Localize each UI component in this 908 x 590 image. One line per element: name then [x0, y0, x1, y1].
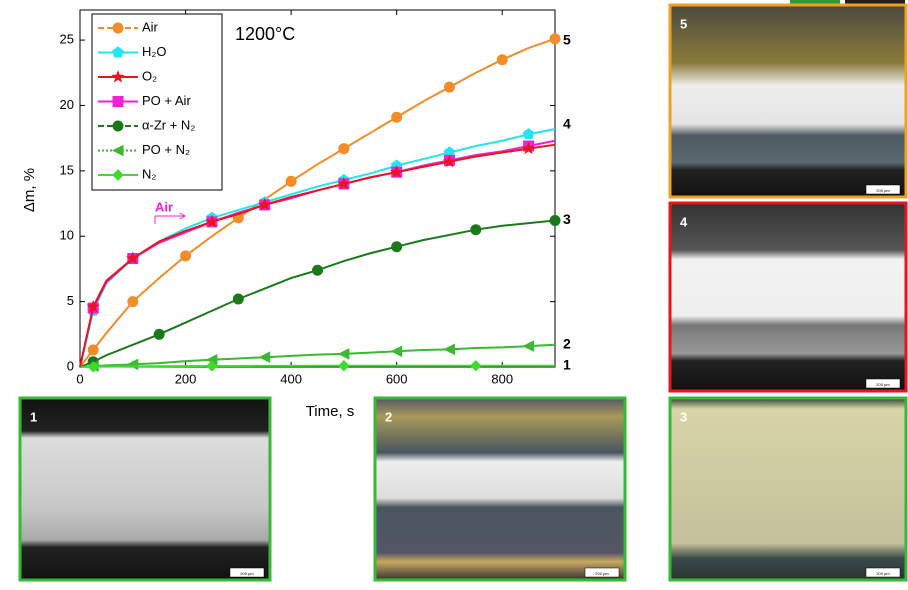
curve-label: 3 — [563, 211, 571, 227]
marker — [112, 120, 124, 132]
marker — [521, 141, 536, 155]
series-line — [79, 143, 556, 368]
y-axis-label: Δm, % — [21, 168, 38, 212]
marker — [232, 293, 244, 305]
y-tick-label: 5 — [67, 293, 74, 308]
x-tick-label: 0 — [76, 371, 83, 386]
y-tick-label: 0 — [67, 358, 74, 373]
x-tick-label: 400 — [280, 371, 302, 386]
marker — [391, 241, 403, 253]
scale-bar-label: 200 µm — [876, 571, 890, 576]
scale-bar-box — [865, 184, 901, 195]
marker — [522, 340, 535, 352]
marker — [111, 144, 124, 157]
y-tick-label: 15 — [60, 162, 74, 177]
x-tick-label: 600 — [386, 371, 408, 386]
micrograph — [18, 396, 272, 582]
marker — [337, 348, 350, 360]
marker — [390, 165, 404, 178]
marker — [549, 33, 561, 45]
marker — [443, 81, 455, 93]
marker — [522, 128, 535, 140]
marker — [127, 296, 139, 308]
marker — [470, 359, 482, 372]
marker — [338, 359, 350, 372]
y-tick-label: 25 — [60, 32, 74, 47]
micrograph — [373, 396, 627, 582]
scale-bar-box — [229, 567, 265, 578]
marker — [126, 251, 140, 265]
marker — [87, 361, 99, 373]
annotation: 1200°C — [235, 24, 295, 44]
legend: Air H₂O O₂ PO + Air α-Zr + N₂ PO + N₂ N₂ — [91, 13, 223, 191]
scale-bar-label: 200 µm — [876, 188, 890, 193]
curve-label: 1 — [563, 356, 571, 372]
scale-bar-label: 200 µm — [876, 382, 890, 387]
marker — [111, 70, 125, 83]
micrograph — [668, 3, 908, 199]
plot-frame — [79, 9, 556, 368]
marker — [337, 176, 351, 190]
marker — [126, 358, 139, 371]
x-axis-label: Time, s — [306, 403, 355, 420]
y-tick-label: 20 — [60, 97, 74, 112]
marker — [112, 96, 124, 107]
series-line — [79, 37, 556, 368]
curve-label: 4 — [563, 116, 571, 132]
marker — [338, 143, 350, 155]
marker — [391, 111, 403, 123]
marker — [285, 175, 297, 187]
marker — [258, 351, 271, 364]
marker — [442, 154, 457, 168]
legend-label: PO + Air — [142, 93, 191, 108]
marker — [86, 299, 100, 313]
marker — [112, 169, 124, 181]
scale-bar-box — [865, 378, 901, 389]
micrographs: 1 200 µm 2 200 µm 3 200 µm 4 200 µm 5 200 µm — [18, 3, 908, 582]
annotation: Air — [155, 199, 173, 214]
panel-label: 3 — [680, 409, 687, 424]
micrograph — [668, 201, 908, 393]
series-line — [79, 343, 556, 368]
marker — [112, 22, 124, 34]
scale-bar-label: 200 µm — [240, 571, 254, 576]
legend-label: PO + N₂ — [142, 142, 190, 157]
scale-bar-box — [584, 567, 620, 578]
legend-label: H₂O — [142, 44, 167, 59]
legend-label: α-Zr + N₂ — [142, 117, 195, 132]
panel-label: 4 — [680, 214, 688, 229]
scale-bar-box — [865, 567, 901, 578]
marker — [112, 46, 124, 58]
x-tick-label: 200 — [175, 371, 197, 386]
panel-label: 1 — [30, 409, 37, 424]
series-line — [79, 219, 556, 368]
legend-label: O₂ — [142, 68, 157, 83]
marker — [390, 345, 403, 358]
marker — [312, 264, 323, 276]
marker — [206, 360, 218, 372]
marker — [205, 214, 219, 228]
marker — [180, 250, 192, 262]
marker — [153, 328, 165, 340]
marker — [443, 343, 455, 356]
marker — [258, 197, 272, 211]
marker — [496, 54, 508, 66]
marker — [87, 344, 99, 356]
micrograph — [668, 396, 908, 582]
legend-label: N₂ — [142, 166, 156, 181]
scale-bar-label: 200 µm — [595, 571, 609, 576]
marker — [549, 215, 561, 227]
panel-label: 2 — [385, 409, 392, 424]
panel-label: 5 — [680, 16, 687, 31]
marker — [470, 224, 482, 236]
annotation-arrow — [155, 212, 186, 220]
legend-label: Air — [142, 19, 159, 34]
x-tick-label: 800 — [491, 371, 513, 386]
curve-label: 2 — [563, 335, 571, 351]
y-tick-label: 10 — [60, 228, 74, 243]
curve-label: 5 — [563, 31, 571, 47]
